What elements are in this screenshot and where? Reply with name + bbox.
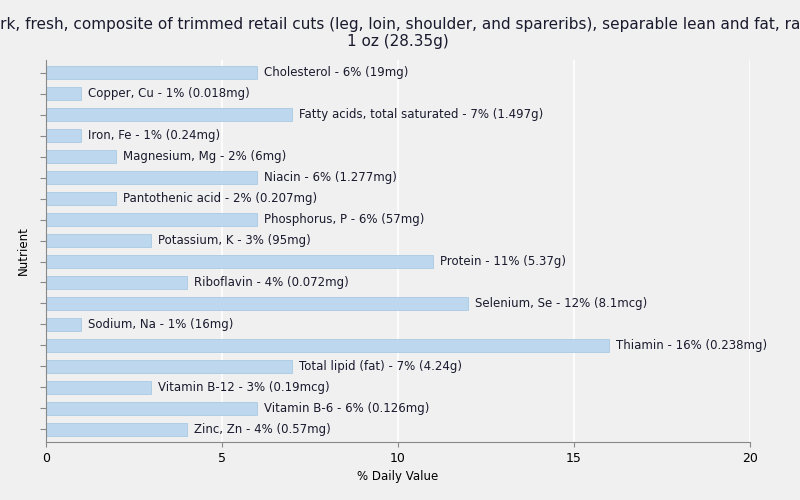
Bar <box>46 108 292 122</box>
Text: Total lipid (fat) - 7% (4.24g): Total lipid (fat) - 7% (4.24g) <box>299 360 462 373</box>
Text: Protein - 11% (5.37g): Protein - 11% (5.37g) <box>440 255 566 268</box>
Text: Selenium, Se - 12% (8.1mcg): Selenium, Se - 12% (8.1mcg) <box>475 297 647 310</box>
Bar <box>46 86 81 101</box>
Bar <box>46 422 186 436</box>
Text: Magnesium, Mg - 2% (6mg): Magnesium, Mg - 2% (6mg) <box>123 150 286 163</box>
Text: Vitamin B-6 - 6% (0.126mg): Vitamin B-6 - 6% (0.126mg) <box>264 402 430 415</box>
Text: Riboflavin - 4% (0.072mg): Riboflavin - 4% (0.072mg) <box>194 276 348 289</box>
Bar <box>46 402 257 415</box>
Y-axis label: Nutrient: Nutrient <box>17 226 30 276</box>
Bar <box>46 296 468 310</box>
X-axis label: % Daily Value: % Daily Value <box>357 470 438 484</box>
Bar <box>46 254 433 268</box>
Bar <box>46 192 116 205</box>
Text: Thiamin - 16% (0.238mg): Thiamin - 16% (0.238mg) <box>616 339 767 352</box>
Title: Pork, fresh, composite of trimmed retail cuts (leg, loin, shoulder, and sparerib: Pork, fresh, composite of trimmed retail… <box>0 16 800 49</box>
Bar <box>46 150 116 164</box>
Bar <box>46 128 81 142</box>
Bar <box>46 212 257 226</box>
Text: Zinc, Zn - 4% (0.57mg): Zinc, Zn - 4% (0.57mg) <box>194 423 330 436</box>
Bar <box>46 380 151 394</box>
Text: Fatty acids, total saturated - 7% (1.497g): Fatty acids, total saturated - 7% (1.497… <box>299 108 543 121</box>
Bar <box>46 66 257 80</box>
Bar <box>46 338 609 352</box>
Text: Sodium, Na - 1% (16mg): Sodium, Na - 1% (16mg) <box>88 318 234 331</box>
Text: Copper, Cu - 1% (0.018mg): Copper, Cu - 1% (0.018mg) <box>88 87 250 100</box>
Bar <box>46 360 292 374</box>
Text: Potassium, K - 3% (95mg): Potassium, K - 3% (95mg) <box>158 234 311 247</box>
Text: Iron, Fe - 1% (0.24mg): Iron, Fe - 1% (0.24mg) <box>88 129 220 142</box>
Text: Cholesterol - 6% (19mg): Cholesterol - 6% (19mg) <box>264 66 408 79</box>
Text: Phosphorus, P - 6% (57mg): Phosphorus, P - 6% (57mg) <box>264 213 424 226</box>
Bar <box>46 170 257 184</box>
Bar <box>46 318 81 332</box>
Bar <box>46 234 151 247</box>
Bar <box>46 276 186 289</box>
Text: Pantothenic acid - 2% (0.207mg): Pantothenic acid - 2% (0.207mg) <box>123 192 318 205</box>
Text: Vitamin B-12 - 3% (0.19mcg): Vitamin B-12 - 3% (0.19mcg) <box>158 381 330 394</box>
Text: Niacin - 6% (1.277mg): Niacin - 6% (1.277mg) <box>264 171 397 184</box>
